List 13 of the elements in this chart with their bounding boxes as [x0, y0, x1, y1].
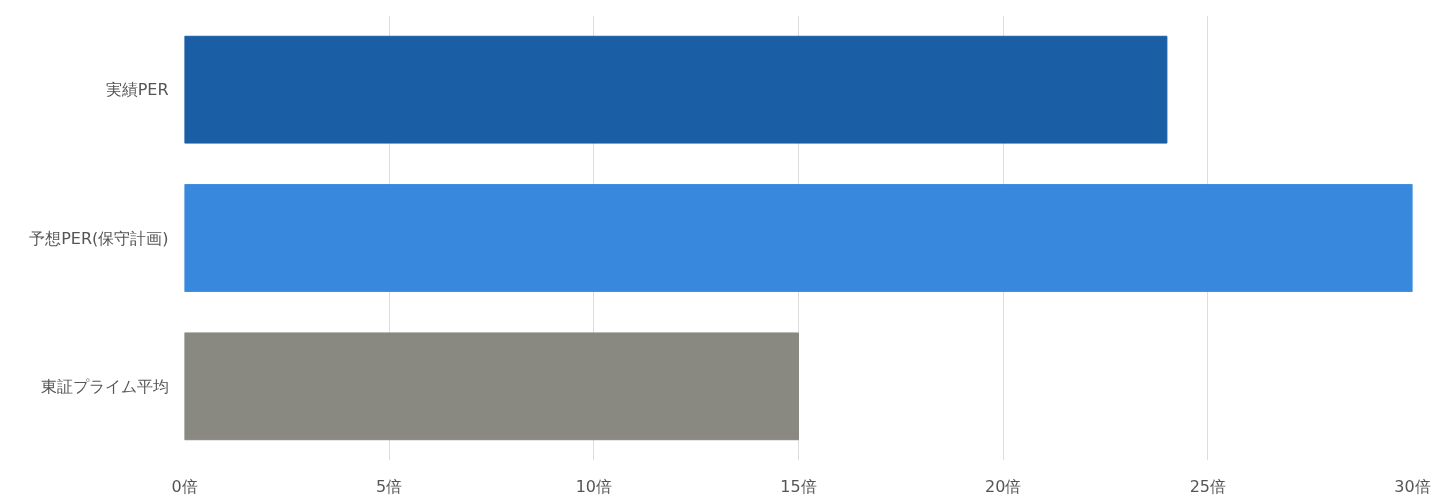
y-tick-label: 東証プライム平均	[40, 376, 169, 396]
x-tick-label: 5倍	[376, 476, 403, 496]
x-tick-label: 15倍	[780, 476, 817, 496]
x-tick-label: 30倍	[1394, 476, 1431, 496]
y-tick-label: 予想PER(保守計画)	[29, 228, 169, 248]
x-tick-label: 20倍	[984, 476, 1022, 496]
bar	[184, 184, 1413, 292]
x-tick-label: 0倍	[171, 476, 198, 496]
y-tick-label: 実績PER	[105, 80, 169, 100]
x-tick-label: 10倍	[575, 476, 613, 496]
x-tick-label: 25倍	[1189, 476, 1227, 496]
bar	[184, 35, 1168, 144]
bar	[184, 332, 799, 441]
